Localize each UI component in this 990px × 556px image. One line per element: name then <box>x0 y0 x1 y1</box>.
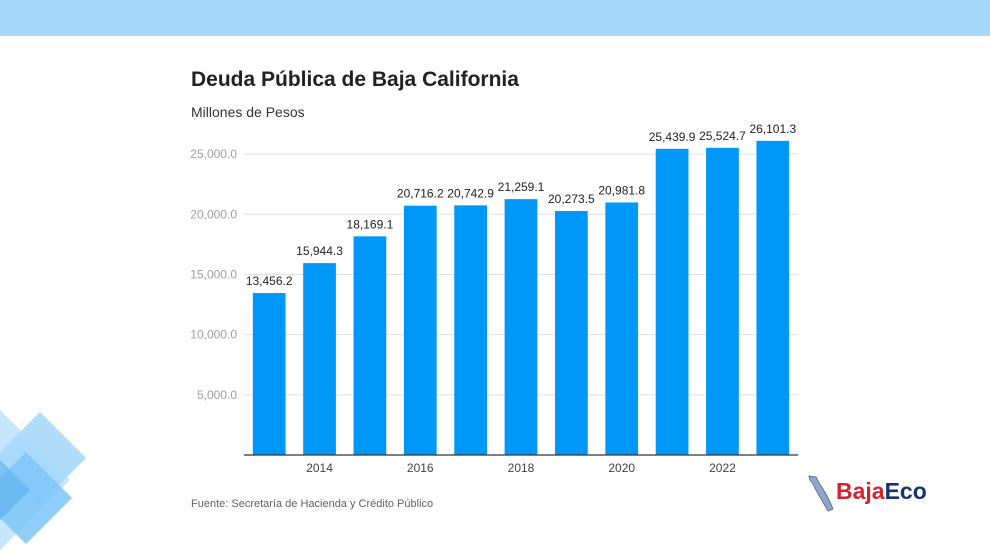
data-label-2022: 25,524.7 <box>699 129 746 143</box>
data-label-2015: 18,169.1 <box>347 217 394 231</box>
chart-subtitle: Millones de Pesos <box>191 104 305 120</box>
bar-2016 <box>403 205 437 455</box>
chart-source: Fuente: Secretaría de Hacienda y Crédito… <box>191 498 434 510</box>
chart-title: Deuda Pública de Baja California <box>191 68 519 91</box>
bar-2017 <box>454 205 488 455</box>
y-tick-label: 25,000.0 <box>190 147 237 161</box>
bajaeco-logo: BajaEco <box>806 474 946 514</box>
logo-text-baja: Baja <box>836 478 885 504</box>
logo-text-eco: Eco <box>884 478 927 504</box>
data-label-2013: 13,456.2 <box>246 274 293 288</box>
x-tick-label: 2016 <box>407 461 434 475</box>
y-tick-label: 5,000.0 <box>197 388 237 402</box>
data-label-2020: 20,981.8 <box>598 183 645 197</box>
data-label-2014: 15,944.3 <box>296 244 343 258</box>
y-tick-label: 15,000.0 <box>190 267 237 281</box>
bar-2018 <box>504 199 538 455</box>
data-label-2016: 20,716.2 <box>397 187 444 201</box>
bar-2021 <box>655 148 689 456</box>
bar-2019 <box>554 210 588 455</box>
y-tick-label: 20,000.0 <box>190 207 237 221</box>
decorative-diamonds <box>0 410 86 550</box>
x-tick-label: 2014 <box>306 461 333 475</box>
data-label-2019: 20,273.5 <box>548 192 595 206</box>
bar-2023 <box>756 140 790 455</box>
bar-2013 <box>252 293 286 455</box>
top-banner <box>0 0 990 36</box>
bar-2020 <box>605 202 639 455</box>
data-label-2017: 20,742.9 <box>447 186 494 200</box>
data-label-2023: 26,101.3 <box>749 122 796 136</box>
x-tick-label: 2018 <box>508 461 535 475</box>
y-tick-label: 10,000.0 <box>190 328 237 342</box>
baja-california-map-icon <box>808 475 834 512</box>
bar-2014 <box>303 263 336 455</box>
bar-2015 <box>353 236 387 455</box>
data-label-2018: 21,259.1 <box>498 180 545 194</box>
bar-2022 <box>706 147 739 456</box>
logo-text: BajaEco <box>836 478 927 505</box>
data-label-2021: 25,439.9 <box>649 130 696 144</box>
x-tick-label: 2020 <box>608 461 635 475</box>
x-tick-label: 2022 <box>709 461 736 475</box>
